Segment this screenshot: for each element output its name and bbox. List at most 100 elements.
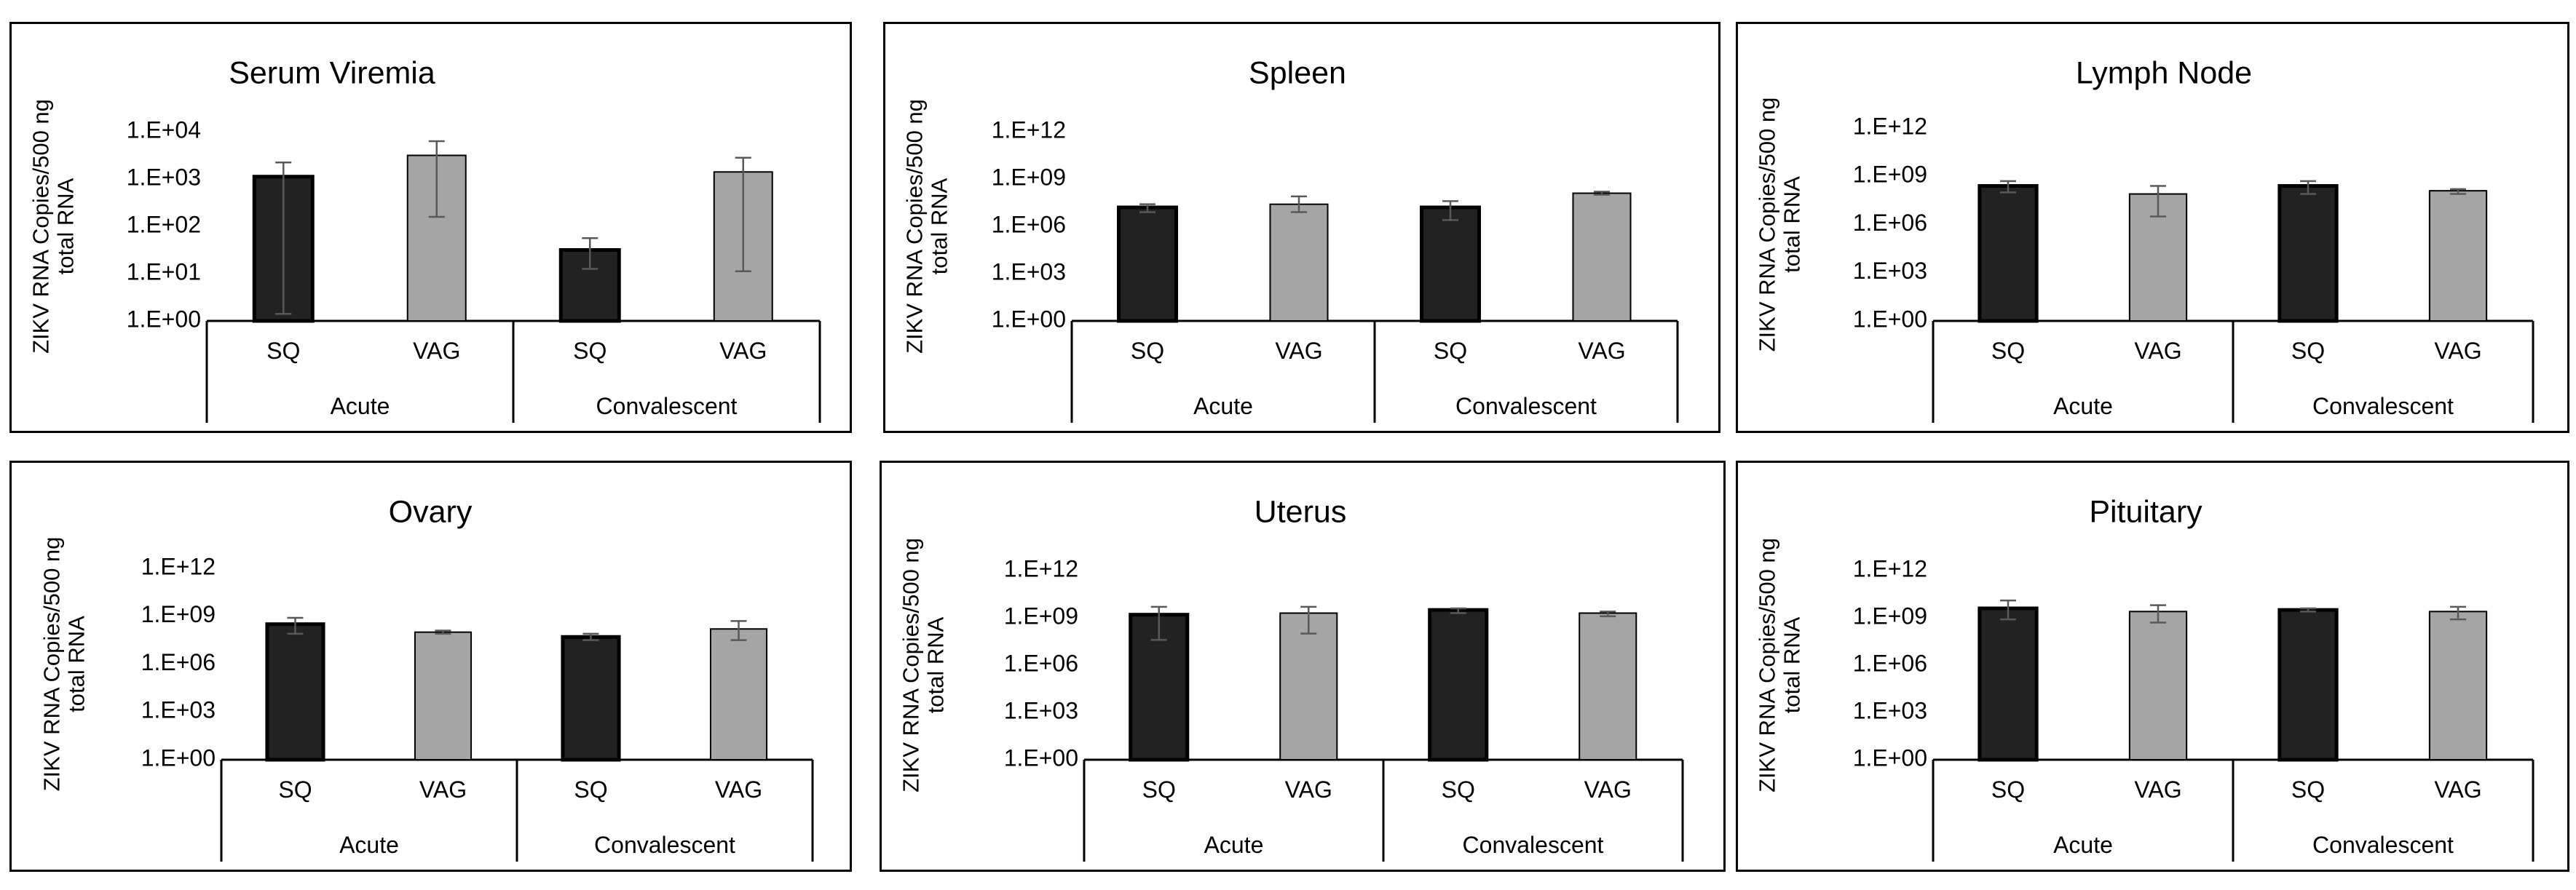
- y-axis-label: ZIKV RNA Copies/500 ngtotal RNA: [28, 99, 78, 354]
- bar-vag: [2428, 190, 2488, 322]
- x-category-label: VAG: [1275, 338, 1322, 364]
- bar-sq: [1428, 608, 1489, 762]
- x-group-label: Convalescent: [2312, 393, 2454, 419]
- bar-vag: [1579, 612, 1637, 760]
- x-category-label: SQ: [2291, 776, 2325, 803]
- bar-sq: [561, 635, 621, 762]
- y-tick-label: 1.E+03: [1004, 697, 1078, 723]
- bar-sq: [2277, 608, 2339, 762]
- bar-vag: [709, 628, 768, 760]
- bar-vag: [2428, 611, 2488, 760]
- bar-sq: [1419, 205, 1482, 323]
- x-group-label: Acute: [331, 393, 390, 419]
- x-category-label: VAG: [2134, 776, 2181, 803]
- x-category-label: SQ: [1131, 338, 1164, 364]
- panel-pituitary: Pituitary ZIKV RNA Copies/500 ngtotal RNA…: [1736, 461, 2569, 872]
- chart-title: Serum Viremia: [229, 55, 435, 90]
- chart-serum-viremia: Serum Viremia ZIKV RNA Copies/500 ngtotal…: [28, 55, 821, 423]
- x-category-label: VAG: [1285, 776, 1332, 803]
- y-tick-label: 1.E+09: [1853, 603, 1927, 629]
- chart-title: Lymph Node: [2076, 55, 2252, 90]
- y-axis-label: ZIKV RNA Copies/500 ngtotal RNA: [901, 99, 952, 354]
- x-group-label: Acute: [1193, 393, 1253, 419]
- bar-sq: [1978, 606, 2039, 762]
- x-category-label: VAG: [419, 776, 467, 803]
- y-tick-label: 1.E+00: [1853, 744, 1927, 771]
- y-tick-label: 1.E+06: [992, 211, 1066, 237]
- x-category-label: SQ: [1434, 338, 1467, 364]
- bar-vag: [1279, 612, 1338, 760]
- y-tick-label: 1.E+06: [1004, 650, 1078, 676]
- x-category-label: SQ: [574, 776, 607, 803]
- y-tick-label: 1.E+00: [141, 744, 216, 771]
- y-tick-label: 1.E+12: [1853, 113, 1927, 139]
- chart-lymph-node: Lymph Node ZIKV RNA Copies/500 ngtotal RN…: [1754, 55, 2534, 423]
- x-category-label: SQ: [1991, 338, 2025, 364]
- panel-serum-viremia: Serum Viremia ZIKV RNA Copies/500 ngtotal…: [9, 22, 852, 433]
- x-group-label: Convalescent: [596, 393, 738, 419]
- x-category-label: VAG: [2134, 338, 2181, 364]
- chart-title: Spleen: [1249, 55, 1346, 90]
- y-tick-label: 1.E+12: [1853, 555, 1927, 581]
- y-tick-label: 1.E+09: [1004, 603, 1078, 629]
- x-category-label: SQ: [1991, 776, 2025, 803]
- y-tick-label: 1.E+12: [141, 553, 216, 579]
- chart-ovary: Ovary ZIKV RNA Copies/500 ngtotal RNA 1.E+…: [39, 494, 814, 862]
- y-tick-label: 1.E+03: [1853, 697, 1927, 723]
- chart-spleen: Spleen ZIKV RNA Copies/500 ngtotal RNA 1.E…: [901, 55, 1679, 423]
- y-tick-label: 1.E+09: [141, 601, 216, 627]
- y-tick-label: 1.E+12: [992, 116, 1066, 143]
- chart-title: Uterus: [1255, 494, 1347, 529]
- y-tick-label: 1.E+12: [1004, 555, 1078, 581]
- y-tick-label: 1.E+09: [992, 164, 1066, 190]
- x-category-label: SQ: [278, 776, 312, 803]
- bar-sq: [1116, 205, 1179, 323]
- panel-lymph-node: Lymph Node ZIKV RNA Copies/500 ngtotal RN…: [1736, 22, 2569, 433]
- chart-uterus: Uterus ZIKV RNA Copies/500 ngtotal RNA 1.E…: [898, 494, 1684, 862]
- x-category-label: VAG: [2434, 776, 2481, 803]
- x-category-label: VAG: [715, 776, 762, 803]
- bar-sq: [2277, 184, 2339, 323]
- y-axis-label: ZIKV RNA Copies/500 ngtotal RNA: [898, 538, 948, 792]
- x-group-label: Acute: [2053, 832, 2113, 858]
- x-group-label: Convalescent: [594, 832, 735, 858]
- y-axis-label: ZIKV RNA Copies/500 ngtotal RNA: [1754, 98, 1804, 352]
- chart-title: Pituitary: [2089, 494, 2202, 529]
- x-category-label: SQ: [1442, 776, 1475, 803]
- y-tick-label: 1.E+09: [1853, 162, 1927, 188]
- y-tick-label: 1.E+00: [1853, 306, 1927, 332]
- y-tick-label: 1.E+04: [127, 116, 201, 143]
- x-group-label: Convalescent: [1463, 832, 1604, 858]
- x-category-label: VAG: [2434, 338, 2481, 364]
- y-tick-label: 1.E+01: [127, 258, 201, 285]
- x-category-label: SQ: [573, 338, 607, 364]
- bar-sq: [1978, 184, 2039, 323]
- y-tick-label: 1.E+06: [1853, 210, 1927, 236]
- x-category-label: SQ: [1142, 776, 1176, 803]
- y-tick-label: 1.E+06: [1853, 650, 1927, 676]
- x-group-label: Acute: [1204, 832, 1264, 858]
- panel-uterus: Uterus ZIKV RNA Copies/500 ngtotal RNA 1.E…: [880, 461, 1726, 872]
- x-group-label: Convalescent: [2312, 832, 2454, 858]
- bar-sq: [558, 248, 621, 323]
- y-tick-label: 1.E+00: [992, 306, 1066, 332]
- y-tick-label: 1.E+02: [127, 211, 201, 237]
- x-category-label: VAG: [1584, 776, 1632, 803]
- x-group-label: Convalescent: [1455, 393, 1597, 419]
- x-category-label: VAG: [1578, 338, 1625, 364]
- panel-ovary: Ovary ZIKV RNA Copies/500 ngtotal RNA 1.E+…: [9, 461, 852, 872]
- y-tick-label: 1.E+06: [141, 649, 216, 675]
- y-tick-label: 1.E+03: [141, 697, 216, 723]
- x-category-label: VAG: [413, 338, 460, 364]
- x-category-label: VAG: [719, 338, 767, 364]
- y-tick-label: 1.E+00: [127, 306, 201, 332]
- y-tick-label: 1.E+03: [992, 258, 1066, 285]
- bar-vag: [414, 631, 473, 760]
- y-tick-label: 1.E+00: [1004, 744, 1078, 771]
- bar-vag: [1572, 192, 1632, 322]
- x-category-label: SQ: [2291, 338, 2325, 364]
- bar-vag: [1269, 203, 1329, 322]
- x-category-label: SQ: [266, 338, 300, 364]
- bar-vag: [2128, 611, 2188, 760]
- chart-pituitary: Pituitary ZIKV RNA Copies/500 ngtotal RNA…: [1754, 494, 2534, 862]
